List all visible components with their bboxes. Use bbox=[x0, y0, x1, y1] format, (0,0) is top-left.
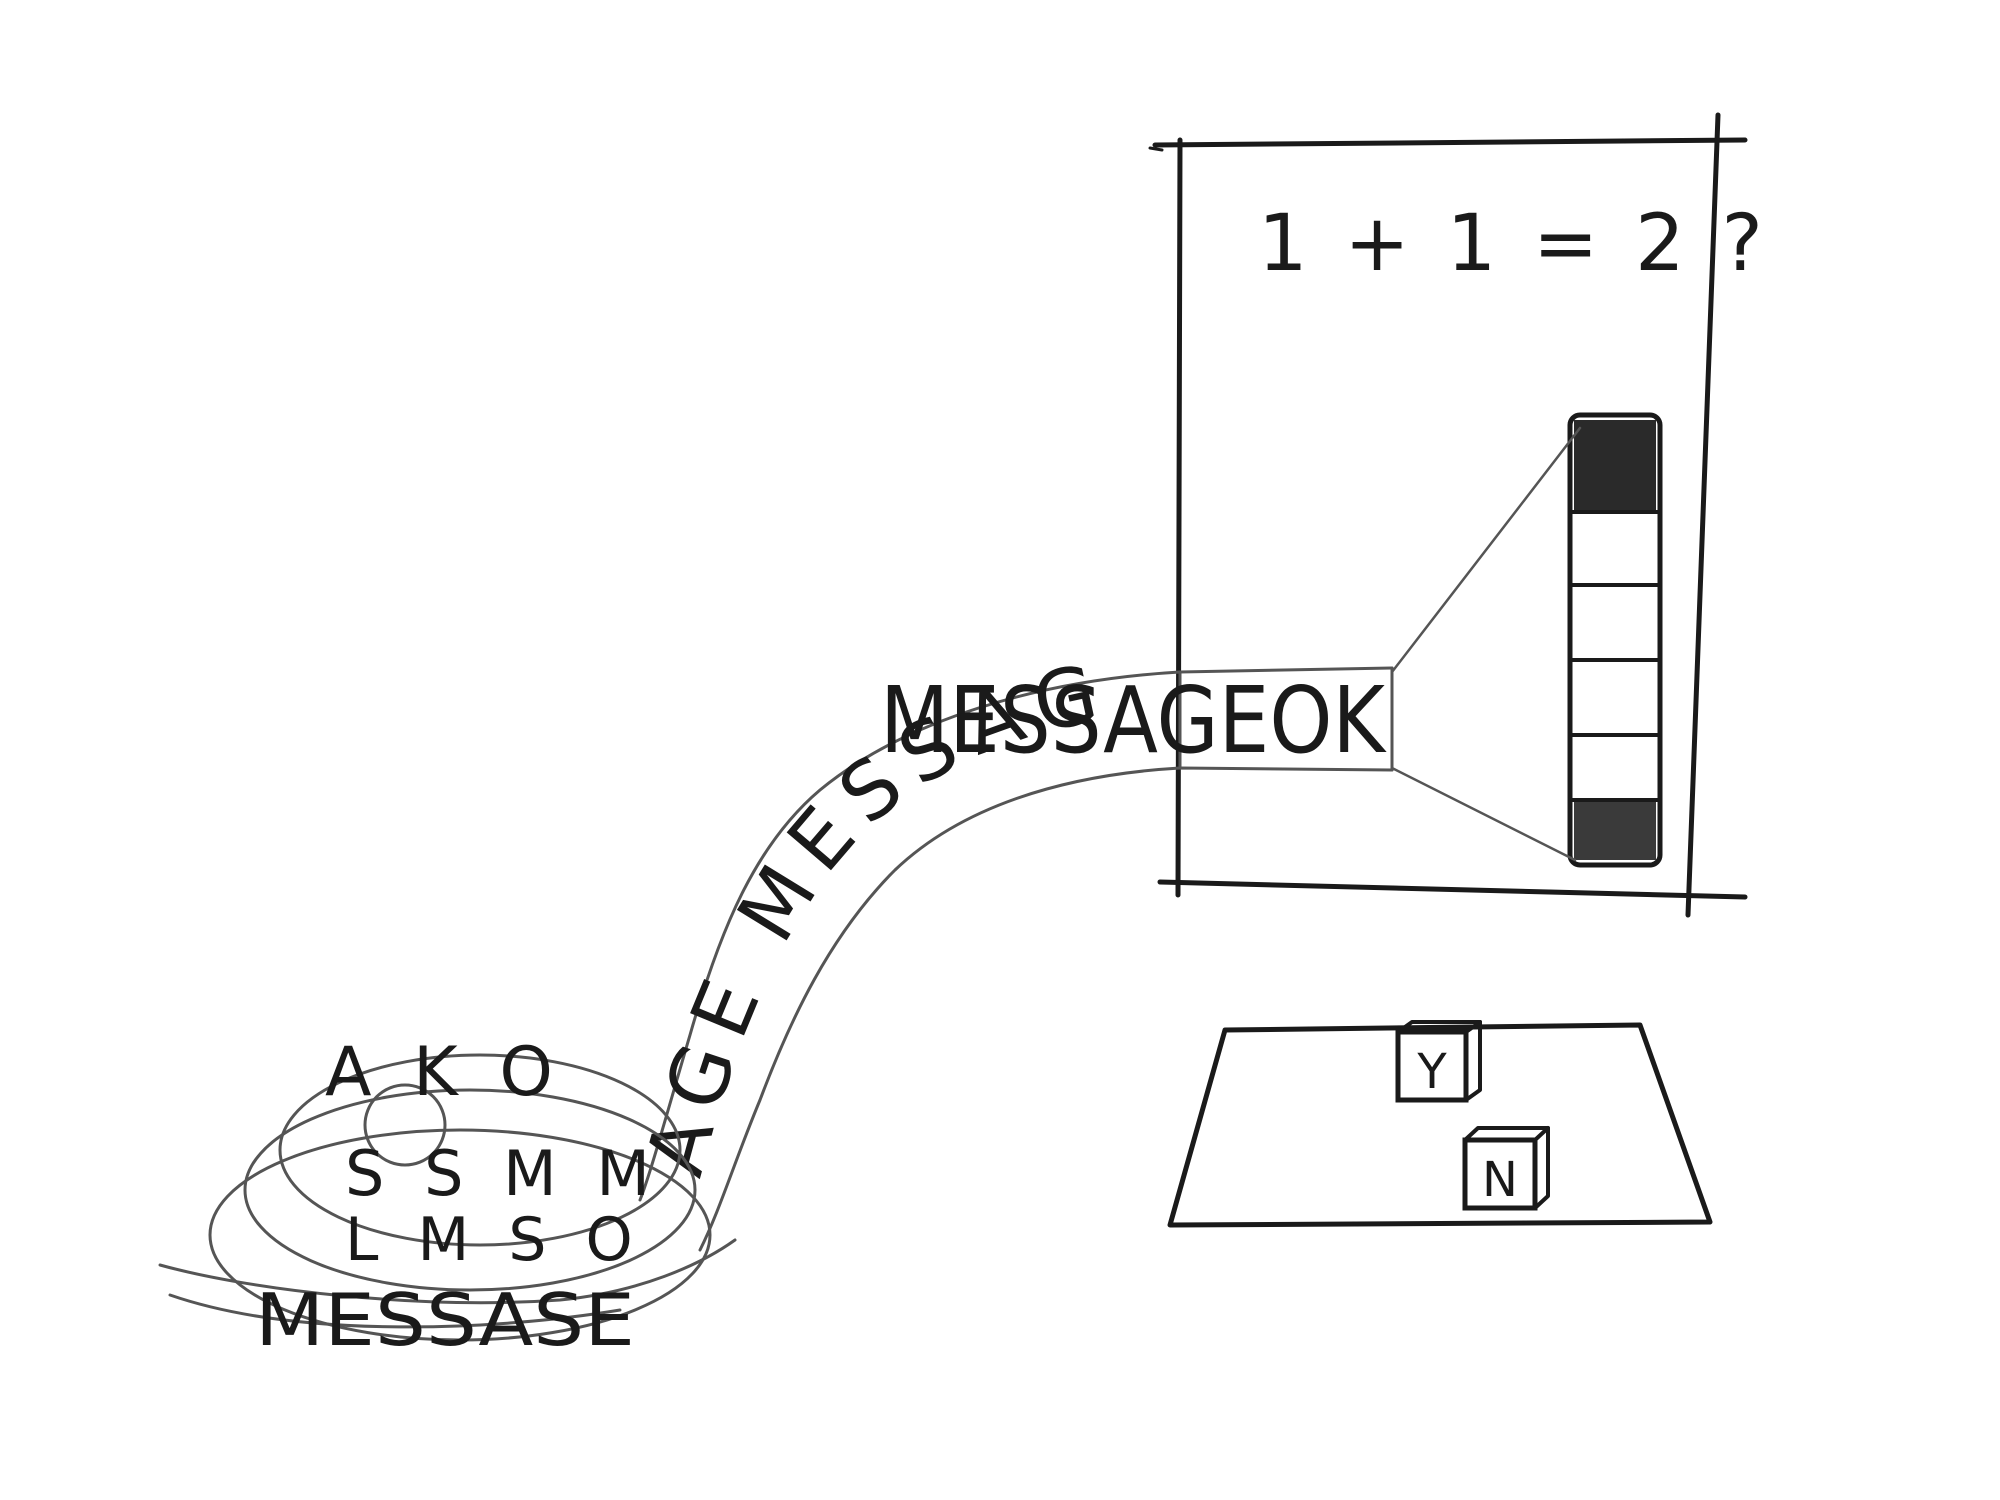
monitor: 1 + 1 = 2 ? bbox=[1148, 112, 1769, 918]
tape-exit-word: MESSAGEOK bbox=[880, 667, 1387, 774]
tape-coil: A K O S S M M L M S O MESSASE bbox=[158, 1033, 737, 1362]
coil-line-4: MESSASE bbox=[255, 1278, 635, 1362]
keyboard: Y N bbox=[1167, 1020, 1713, 1228]
coil-line-1: A K O bbox=[325, 1033, 563, 1112]
key-y-label: Y bbox=[1416, 1044, 1447, 1100]
key-n-label: N bbox=[1482, 1152, 1518, 1208]
meter-segment-top-filled bbox=[1574, 420, 1656, 510]
coil-line-3: L M S O bbox=[345, 1205, 643, 1275]
meter-frame bbox=[1567, 412, 1663, 868]
meter-segment-bottom-filled bbox=[1574, 802, 1656, 860]
key-y[interactable]: Y bbox=[1395, 1020, 1482, 1103]
monitor-question: 1 + 1 = 2 ? bbox=[1258, 199, 1769, 289]
key-n[interactable]: N bbox=[1462, 1126, 1550, 1211]
meter bbox=[1567, 412, 1663, 868]
message-tape: MESSAGEOK AGE MESSAGE A K O S S M M L M … bbox=[0, 0, 1394, 1362]
coil-line-2: S S M M bbox=[345, 1137, 660, 1210]
tape-arc-text-path: AGE MESSAGE bbox=[0, 0, 1105, 1185]
tape-arc-text: AGE MESSAGE bbox=[0, 0, 1119, 1185]
